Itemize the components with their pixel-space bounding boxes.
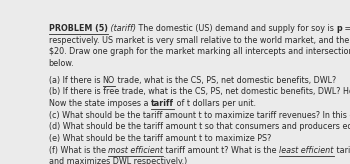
Text: tariff: tariff	[150, 99, 174, 108]
Text: (a) If there is: (a) If there is	[49, 76, 103, 85]
Text: (d) What should be the tariff amount t so that consumers and producers equally w: (d) What should be the tariff amount t s…	[49, 122, 350, 131]
Text: least efficient: least efficient	[279, 145, 334, 154]
Text: The domestic (US) demand and supply for soy is: The domestic (US) demand and supply for …	[136, 24, 336, 33]
Text: p: p	[336, 24, 342, 33]
Text: (c) What should be the tariff amount t to maximize tariff revenues? In this case: (c) What should be the tariff amount t t…	[49, 111, 350, 120]
Text: (f) What is the: (f) What is the	[49, 145, 108, 154]
Text: Now the state imposes a: Now the state imposes a	[49, 99, 150, 108]
Text: (b) If there is free trade, what is the CS, PS, net domestic benefits, DWL? How : (b) If there is free trade, what is the …	[49, 87, 350, 96]
Text: NO: NO	[103, 76, 115, 85]
Text: (e) What should be the tariff amount t to maximize PS?: (e) What should be the tariff amount t t…	[49, 134, 271, 143]
Text: below.: below.	[49, 59, 74, 68]
Text: tariff amount t? What is the: tariff amount t? What is the	[163, 145, 279, 154]
Text: = 80 − Q: = 80 − Q	[342, 24, 350, 33]
Text: of t dollars per unit.: of t dollars per unit.	[174, 99, 256, 108]
Text: $20. Draw one graph for the market marking all intercepts and intersections to h: $20. Draw one graph for the market marki…	[49, 47, 350, 56]
Text: tariff amount t? (i.e. that minimizes: tariff amount t? (i.e. that minimizes	[334, 145, 350, 154]
Text: PROBLEM (5): PROBLEM (5)	[49, 24, 108, 33]
Text: most efficient: most efficient	[108, 145, 163, 154]
Text: trade, what is the CS, PS, net domestic benefits, DWL?: trade, what is the CS, PS, net domestic …	[115, 76, 336, 85]
Text: (tariff): (tariff)	[108, 24, 136, 33]
Text: and maximizes DWL respectively.): and maximizes DWL respectively.)	[49, 157, 187, 164]
Text: respectively. US market is very small relative to the world market, and the worl: respectively. US market is very small re…	[49, 36, 350, 45]
